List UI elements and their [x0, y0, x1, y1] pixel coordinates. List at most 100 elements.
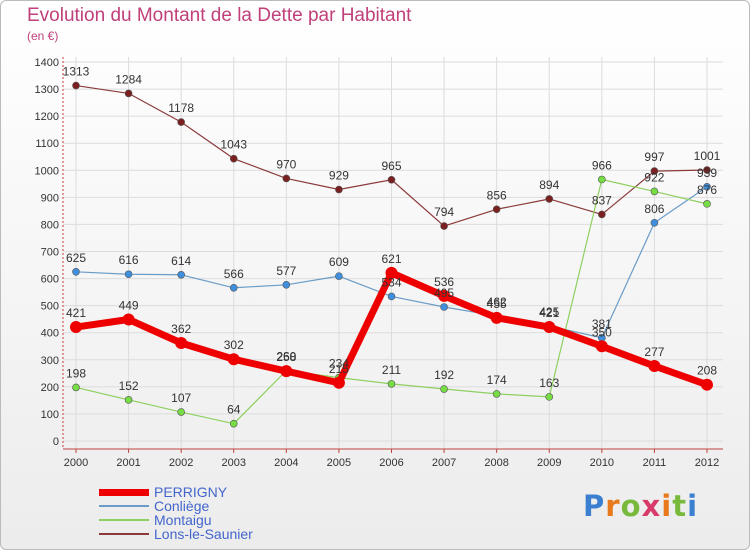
data-label-montaigu: 922	[644, 170, 664, 184]
grid-lines	[63, 57, 723, 449]
x-tick-label: 2002	[169, 457, 193, 469]
data-label-lons-le-saunier: 894	[539, 178, 559, 192]
data-label-montaigu: 260	[276, 350, 296, 364]
data-point-montaigu	[124, 396, 133, 404]
data-point-lons-le-saunier	[177, 118, 185, 126]
data-label-lons-le-saunier: 970	[276, 157, 296, 171]
data-label-lons-le-saunier: 1001	[694, 149, 721, 163]
data-point-lons-le-saunier	[282, 174, 291, 183]
data-point-perrigny	[280, 365, 293, 378]
data-point-conli-ge	[440, 303, 448, 311]
legend-item-perrigny: PERRIGNY	[99, 485, 253, 499]
brand-letter: o	[620, 489, 642, 523]
data-point-conli-ge	[703, 182, 711, 191]
data-label-conli-ge: 566	[224, 267, 244, 281]
data-label-montaigu: 211	[382, 363, 401, 377]
data-label-lons-le-saunier: 1043	[220, 138, 247, 152]
y-tick-label: 700	[41, 247, 59, 259]
data-point-lons-le-saunier	[229, 154, 238, 163]
data-label-conli-ge: 616	[119, 253, 139, 267]
data-point-perrigny	[701, 378, 713, 391]
y-tick-label: 400	[41, 328, 59, 340]
data-label-conli-ge: 806	[644, 202, 664, 216]
data-label-lons-le-saunier: 965	[381, 159, 401, 173]
x-tick-label: 2010	[590, 457, 614, 469]
x-tick-label: 2008	[484, 457, 508, 469]
data-label-conli-ge: 614	[171, 254, 191, 268]
data-point-perrigny	[438, 289, 451, 302]
data-label-montaigu: 198	[66, 366, 86, 380]
data-label-lons-le-saunier: 1178	[168, 101, 194, 115]
brand-letter: t	[672, 489, 688, 523]
data-label-montaigu: 107	[171, 391, 191, 405]
legend-swatch	[99, 533, 149, 535]
data-label-perrigny: 362	[171, 322, 191, 336]
y-tick-label: 1400	[35, 57, 59, 69]
data-point-conli-ge	[650, 219, 659, 227]
data-label-montaigu: 192	[434, 368, 454, 382]
data-label-perrigny: 350	[592, 325, 612, 339]
data-label-montaigu: 174	[487, 373, 507, 387]
data-point-montaigu	[440, 385, 448, 393]
y-tick-label: 900	[41, 192, 59, 204]
data-label-lons-le-saunier: 794	[434, 205, 454, 219]
x-tick-label: 2000	[64, 457, 88, 469]
legend-item-montaigu: Montaigu	[99, 513, 253, 527]
data-point-montaigu	[229, 419, 238, 428]
data-point-perrigny	[490, 311, 503, 324]
data-label-conli-ge: 462	[487, 295, 507, 309]
x-tick-label: 2005	[327, 457, 351, 469]
y-tick-label: 200	[41, 382, 59, 394]
legend-label: Lons-le-Saunier	[154, 526, 253, 542]
chart-title: Evolution du Montant de la Dette par Hab…	[27, 5, 412, 26]
data-label-lons-le-saunier: 837	[592, 193, 612, 207]
data-point-perrigny	[175, 337, 188, 350]
data-label-perrigny: 215	[329, 362, 349, 376]
y-tick-label: 500	[41, 301, 59, 313]
data-point-lons-le-saunier	[72, 81, 80, 90]
data-point-montaigu	[650, 187, 659, 196]
data-label-lons-le-saunier: 1313	[63, 65, 90, 79]
data-point-conli-ge	[282, 280, 291, 289]
data-label-conli-ge: 625	[66, 251, 86, 265]
data-point-perrigny	[122, 313, 135, 326]
axes: 0 100 200 300 400 500 600 700 800 900 1000 1100 1200…	[35, 57, 723, 469]
y-tick-label: 1000	[35, 165, 59, 177]
x-tick-label: 2006	[379, 457, 403, 469]
data-point-conli-ge	[124, 270, 133, 279]
data-point-lons-le-saunier	[335, 185, 343, 194]
data-point-perrigny	[70, 321, 82, 334]
data-label-conli-ge: 495	[434, 286, 454, 300]
x-tick-label: 2001	[116, 457, 140, 469]
data-point-montaigu	[387, 380, 396, 388]
data-point-conli-ge	[335, 272, 343, 280]
data-label-perrigny: 302	[224, 338, 244, 352]
data-label-montaigu: 152	[119, 379, 139, 393]
data-label-montaigu: 234	[329, 357, 349, 371]
y-tick-label: 800	[41, 219, 59, 231]
x-tick-label: 2004	[274, 457, 298, 469]
y-tick-label: 100	[41, 409, 59, 421]
y-tick-label: 1300	[35, 84, 59, 96]
legend-item-lons-le-saunier: Lons-le-Saunier	[99, 527, 253, 541]
legend-label: Montaigu	[154, 512, 212, 528]
data-point-lons-le-saunier	[545, 195, 554, 203]
data-point-montaigu	[598, 175, 606, 184]
data-point-conli-ge	[177, 270, 185, 279]
y-tick-label: 1100	[35, 138, 59, 150]
data-point-perrigny	[648, 360, 661, 373]
data-label-conli-ge: 534	[381, 275, 401, 289]
data-label-montaigu: 64	[227, 403, 241, 417]
legend: PERRIGNY Conliège Montaigu Lons-le-Saunier	[99, 485, 253, 541]
chart-subtitle: (en €)	[27, 29, 59, 43]
legend-swatch	[99, 505, 149, 507]
brand-logo: Proxiti	[583, 489, 698, 523]
x-tick-label: 2003	[222, 457, 246, 469]
data-label-perrigny: 258	[276, 350, 296, 364]
data-label-perrigny: 455	[487, 297, 507, 311]
legend-swatch	[99, 488, 149, 496]
x-tick-label: 2007	[432, 457, 456, 469]
data-label-lons-le-saunier: 1284	[115, 72, 142, 86]
data-point-lons-le-saunier	[650, 167, 659, 175]
brand-letter: P	[583, 489, 606, 523]
